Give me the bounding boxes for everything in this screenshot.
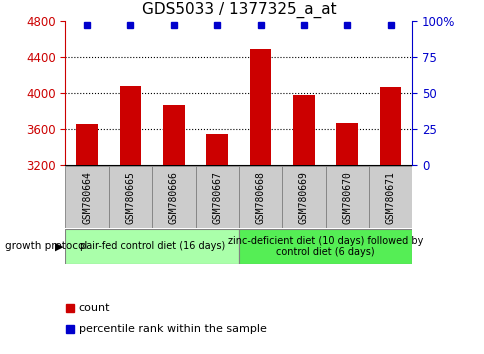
Text: GSM780669: GSM780669: [298, 171, 308, 224]
Text: ▶: ▶: [55, 241, 64, 251]
Bar: [325, 166, 368, 228]
Bar: [65, 229, 238, 264]
Bar: [195, 166, 239, 228]
Bar: [65, 166, 108, 228]
Text: zinc-deficient diet (10 days) followed by
control diet (6 days): zinc-deficient diet (10 days) followed b…: [227, 235, 423, 257]
Text: GSM780666: GSM780666: [168, 171, 179, 224]
Bar: [368, 166, 411, 228]
Text: count: count: [78, 303, 110, 313]
Text: GSM780664: GSM780664: [82, 171, 92, 224]
Bar: [238, 229, 411, 264]
Text: percentile rank within the sample: percentile rank within the sample: [78, 324, 266, 334]
Bar: [238, 166, 282, 228]
Text: GSM780671: GSM780671: [385, 171, 395, 224]
Text: growth protocol: growth protocol: [5, 241, 87, 251]
Bar: [206, 134, 227, 354]
Bar: [108, 166, 152, 228]
Title: GDS5033 / 1377325_a_at: GDS5033 / 1377325_a_at: [141, 2, 335, 18]
Bar: [163, 104, 184, 354]
Bar: [282, 166, 325, 228]
Bar: [292, 95, 314, 354]
Text: GSM780670: GSM780670: [342, 171, 351, 224]
Text: pair-fed control diet (16 days): pair-fed control diet (16 days): [79, 241, 224, 251]
Text: GSM780667: GSM780667: [212, 171, 222, 224]
Bar: [249, 49, 271, 354]
Bar: [379, 87, 401, 354]
Bar: [120, 86, 141, 354]
Bar: [152, 166, 195, 228]
Bar: [76, 124, 98, 354]
Text: GSM780665: GSM780665: [125, 171, 135, 224]
Text: GSM780668: GSM780668: [255, 171, 265, 224]
Bar: [336, 124, 357, 354]
